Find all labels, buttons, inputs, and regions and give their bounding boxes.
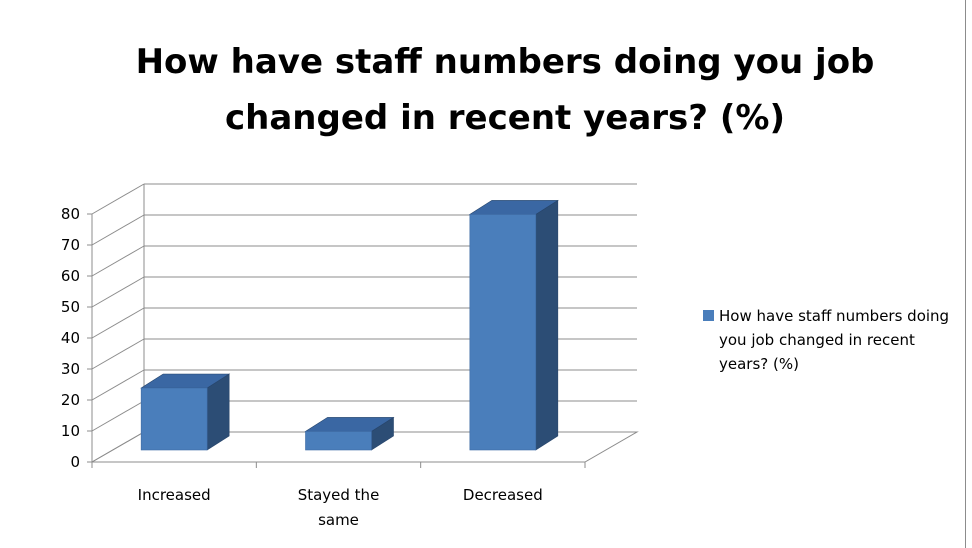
y-tick-label: 40 [61, 329, 80, 347]
legend-swatch [703, 310, 714, 321]
y-tick-label: 70 [61, 236, 80, 254]
y-tick-label: 80 [61, 205, 80, 223]
gridline-side [91, 307, 145, 339]
y-tick-label: 50 [61, 298, 80, 316]
gridline-side [91, 369, 145, 401]
gridline-side [91, 431, 145, 463]
y-tick-label: 30 [61, 360, 80, 378]
chart-title: How have staff numbers doing you job cha… [135, 42, 875, 138]
x-category-label: Stayed the [298, 486, 380, 504]
gridline-side [91, 214, 145, 246]
bar-side [535, 199, 559, 451]
gridline-side [91, 338, 145, 370]
y-tick-label: 20 [61, 391, 80, 409]
bar [305, 431, 372, 451]
gridline-side [91, 400, 145, 432]
x-category-label: same [318, 511, 359, 529]
y-tick-label: 60 [61, 267, 80, 285]
y-tick-label: 10 [61, 422, 80, 440]
y-tick-label: 0 [70, 453, 80, 471]
gridline-side [91, 245, 145, 277]
x-category-label: Increased [138, 486, 211, 504]
bar [469, 214, 537, 451]
legend: How have staff numbers doing you job cha… [703, 304, 963, 376]
bar [140, 387, 208, 451]
gridline-side [91, 276, 145, 308]
x-category-label: Decreased [463, 486, 543, 504]
legend-label: How have staff numbers doing you job cha… [719, 307, 950, 373]
gridline-side [91, 183, 145, 215]
